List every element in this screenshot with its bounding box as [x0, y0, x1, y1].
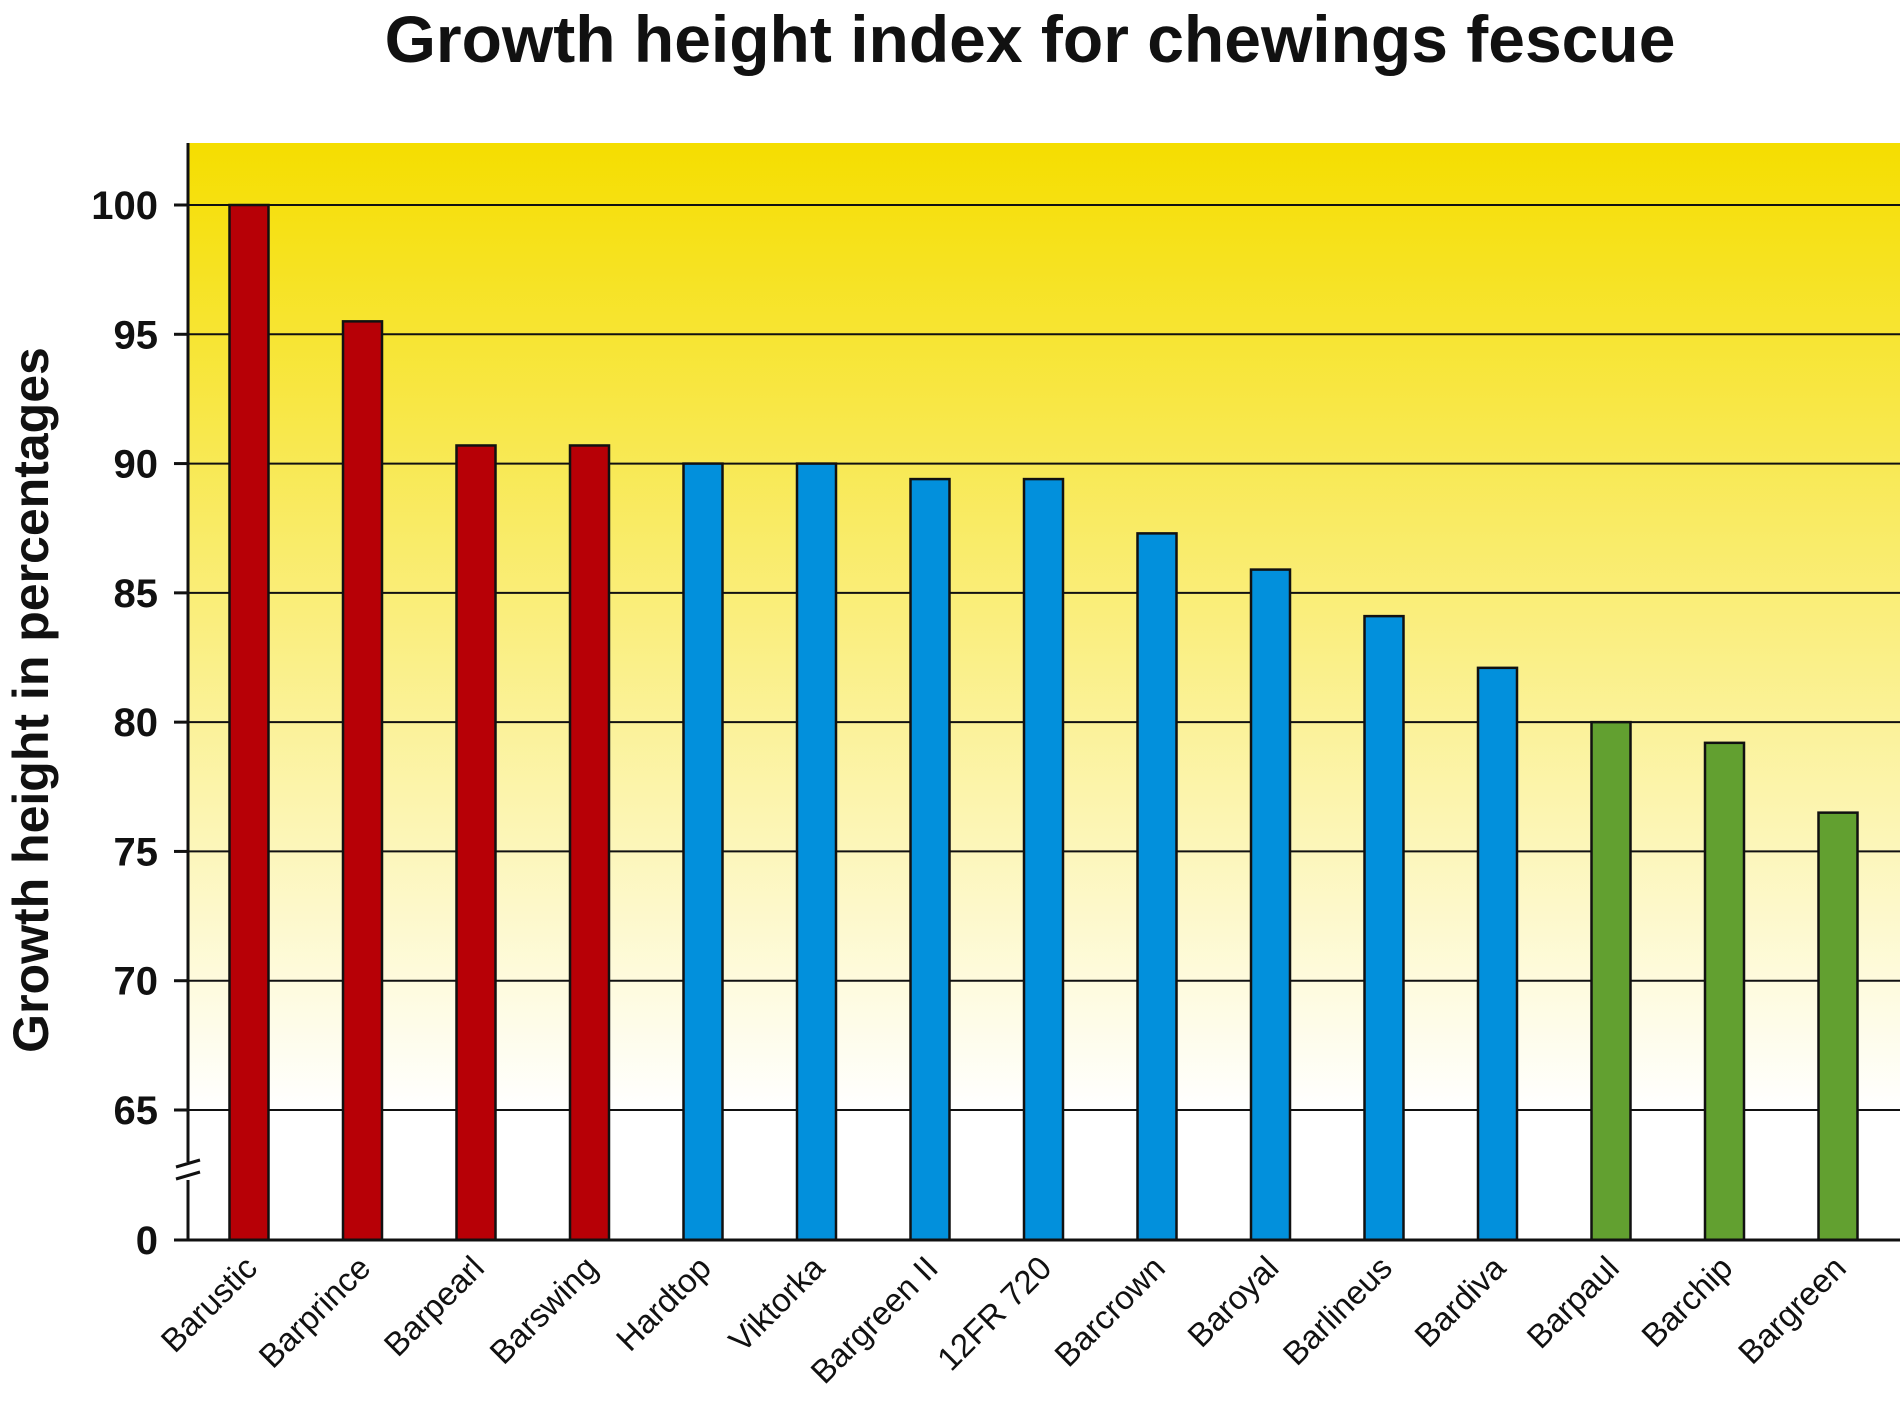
- bar-barpearl: [455, 444, 497, 1242]
- y-tick-label-85: 85: [114, 572, 159, 616]
- y-axis-label: Growth height in percentages: [3, 347, 59, 1053]
- x-tick-label-barswing: Barswing: [482, 1249, 604, 1371]
- y-tick-label-95: 95: [114, 313, 159, 357]
- x-tick-label-bardiva: Bardiva: [1407, 1248, 1513, 1354]
- bar-bargreen-ii: [909, 477, 951, 1242]
- bar-barlineus: [1363, 614, 1405, 1242]
- x-tick-label-barpaul: Barpaul: [1519, 1249, 1626, 1356]
- x-tick-label-12fr-720: 12FR 720: [930, 1249, 1059, 1378]
- y-tick-label-0: 0: [136, 1219, 158, 1263]
- x-tick-label-barlineus: Barlineus: [1276, 1249, 1399, 1372]
- y-tick-label-100: 100: [91, 184, 158, 228]
- x-tick-label-bargreen: Bargreen: [1731, 1249, 1853, 1371]
- bar-barchip: [1703, 741, 1746, 1242]
- x-tick-label-viktorka: Viktorka: [721, 1248, 831, 1358]
- bar-bargreen: [1817, 811, 1859, 1242]
- x-tick-label-barcrown: Barcrown: [1047, 1249, 1172, 1374]
- bar-barustic: [228, 203, 270, 1242]
- bar-baroyal: [1249, 568, 1292, 1242]
- chart-title: Growth height index for chewings fescue: [385, 2, 1676, 76]
- x-tick-label-baroyal: Baroyal: [1180, 1249, 1285, 1354]
- y-tick-label-90: 90: [114, 443, 159, 487]
- y-tick-labels: 0 65 70 75 80 85 90 95 100: [91, 184, 188, 1263]
- bar-barcrown: [1136, 532, 1178, 1242]
- bar-viktorka: [795, 462, 838, 1242]
- x-tick-label-hardtop: Hardtop: [609, 1249, 718, 1358]
- x-tick-label-barchip: Barchip: [1634, 1249, 1739, 1354]
- x-tick-label-barustic: Barustic: [153, 1249, 263, 1359]
- bar-barpaul: [1590, 720, 1632, 1242]
- bar-hardtop: [682, 462, 724, 1242]
- y-tick-label-75: 75: [114, 830, 159, 874]
- axis-break-mark: [175, 1158, 201, 1181]
- x-tick-label-barprince: Barprince: [251, 1249, 377, 1375]
- y-tick-label-70: 70: [114, 960, 159, 1004]
- axes: [175, 143, 1900, 1242]
- y-tick-label-80: 80: [114, 701, 159, 745]
- bar-bardiva: [1476, 666, 1519, 1242]
- x-tick-label-barpearl: Barpearl: [377, 1249, 491, 1363]
- bar-barswing: [568, 444, 611, 1242]
- y-tick-label-65: 65: [114, 1089, 159, 1133]
- bar-12fr-720: [1022, 477, 1065, 1242]
- bar-barprince: [341, 320, 384, 1242]
- bars: [228, 203, 1859, 1242]
